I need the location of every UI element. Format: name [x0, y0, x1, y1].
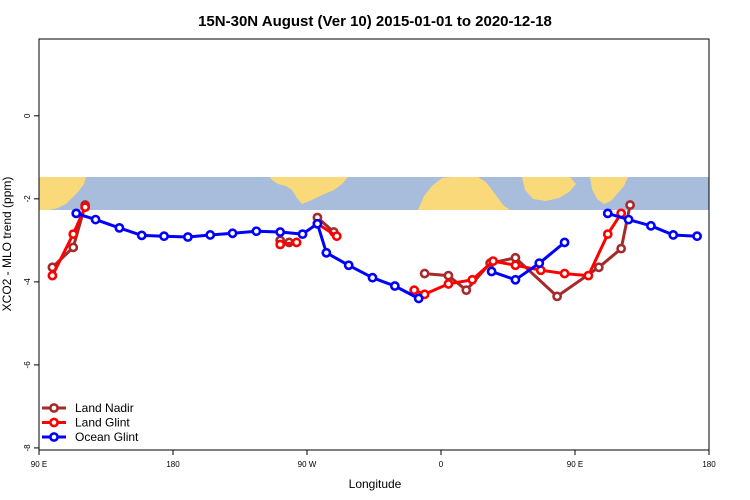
ocean-glint-point: [251, 226, 262, 237]
land-glint-point: [559, 268, 570, 279]
y-tick-label: -2: [23, 195, 32, 203]
land-glint-point: [602, 229, 613, 240]
ocean-glint-point: [205, 230, 216, 240]
land-nadir-point: [461, 285, 472, 296]
ocean-glint-point: [692, 231, 702, 242]
map-land-asia: [39, 177, 86, 210]
ocean-glint-point: [297, 229, 308, 240]
map-land-africa: [418, 177, 510, 210]
ocean-glint-point: [182, 232, 193, 242]
land-nadir-point: [68, 242, 79, 253]
legend-land-glint-label: Land Glint: [75, 416, 130, 430]
ocean-glint-point: [71, 208, 82, 219]
land-glint-point: [68, 229, 79, 240]
ocean-glint-point: [321, 247, 332, 258]
x-tick-label: 180: [702, 460, 716, 469]
series-layer: [47, 200, 702, 304]
legend-ocean-glint-label: Ocean Glint: [75, 430, 139, 444]
ocean-glint-line: [491, 241, 566, 282]
ocean-glint-point: [486, 266, 497, 277]
legend-land-nadir-marker: [49, 403, 59, 413]
ocean-glint-point: [275, 227, 286, 237]
land-glint-point: [331, 231, 342, 242]
x-axis-label: Longitude: [349, 477, 402, 491]
legend-land-nadir-label: Land Nadir: [75, 401, 134, 415]
ocean-glint-point: [90, 214, 101, 225]
map-land-asia-east: [590, 177, 628, 204]
land-glint-point: [583, 270, 594, 281]
ocean-glint-point: [114, 222, 125, 233]
ocean-glint-line: [75, 211, 420, 300]
x-tick-label: 90 W: [298, 460, 317, 469]
ocean-glint-point: [159, 231, 169, 242]
x-tick-label: 90 E: [31, 460, 47, 469]
y-tick-label: -8: [23, 444, 32, 452]
ocean-glint-point: [413, 293, 424, 304]
land-nadir-point: [443, 270, 454, 281]
map-land-arabia-india: [522, 177, 576, 201]
land-glint-point: [409, 285, 420, 296]
x-axis: 90 E 180 90 W 0 90 E 180: [31, 450, 716, 469]
y-axis: 0 -2 -4 -6 -8: [23, 113, 39, 451]
land-nadir-point: [616, 243, 627, 254]
land-nadir-point: [552, 291, 563, 302]
ocean-glint-point: [367, 272, 378, 283]
ocean-glint-point: [343, 260, 354, 271]
ocean-glint-point: [534, 258, 545, 269]
y-axis-label: XCO2 - MLO trend (ppm): [0, 177, 14, 312]
y-tick-label: -6: [23, 361, 32, 369]
land-glint-point: [80, 202, 91, 213]
land-glint-point: [291, 237, 302, 248]
ocean-glint-point: [312, 218, 323, 229]
ocean-glint-point: [646, 220, 656, 231]
ocean-glint-point: [623, 214, 634, 225]
ocean-glint-point: [136, 230, 147, 241]
map-land-north-america: [270, 177, 348, 204]
land-glint-line: [51, 206, 87, 277]
map-band: [39, 177, 709, 210]
land-nadir-point: [419, 268, 430, 279]
land-nadir-point: [510, 252, 521, 263]
ocean-glint-point: [668, 230, 679, 240]
ocean-glint-point: [559, 237, 570, 248]
y-tick-label: 0: [23, 113, 32, 118]
x-tick-label: 0: [439, 460, 444, 469]
ocean-glint-point: [227, 228, 238, 239]
legend-ocean-glint-marker: [49, 432, 59, 442]
land-glint-point: [443, 279, 454, 289]
land-glint-point: [488, 256, 499, 267]
x-tick-label: 90 E: [567, 460, 583, 469]
land-nadir-point: [593, 262, 604, 273]
land-nadir-point: [625, 200, 635, 210]
land-glint-point: [510, 260, 521, 271]
ocean-glint-point: [510, 274, 521, 285]
legend-land-glint-marker: [49, 417, 59, 428]
ocean-glint-point: [389, 281, 400, 291]
chart-title: 15N-30N August (Ver 10) 2015-01-01 to 20…: [198, 13, 552, 30]
ocean-glint-point: [602, 208, 613, 219]
land-glint-point: [47, 270, 58, 281]
x-tick-label: 180: [166, 460, 180, 469]
land-glint-point: [275, 239, 286, 250]
y-tick-label: -4: [23, 278, 32, 286]
land-glint-point: [467, 274, 478, 285]
plot-frame: [38, 38, 710, 451]
